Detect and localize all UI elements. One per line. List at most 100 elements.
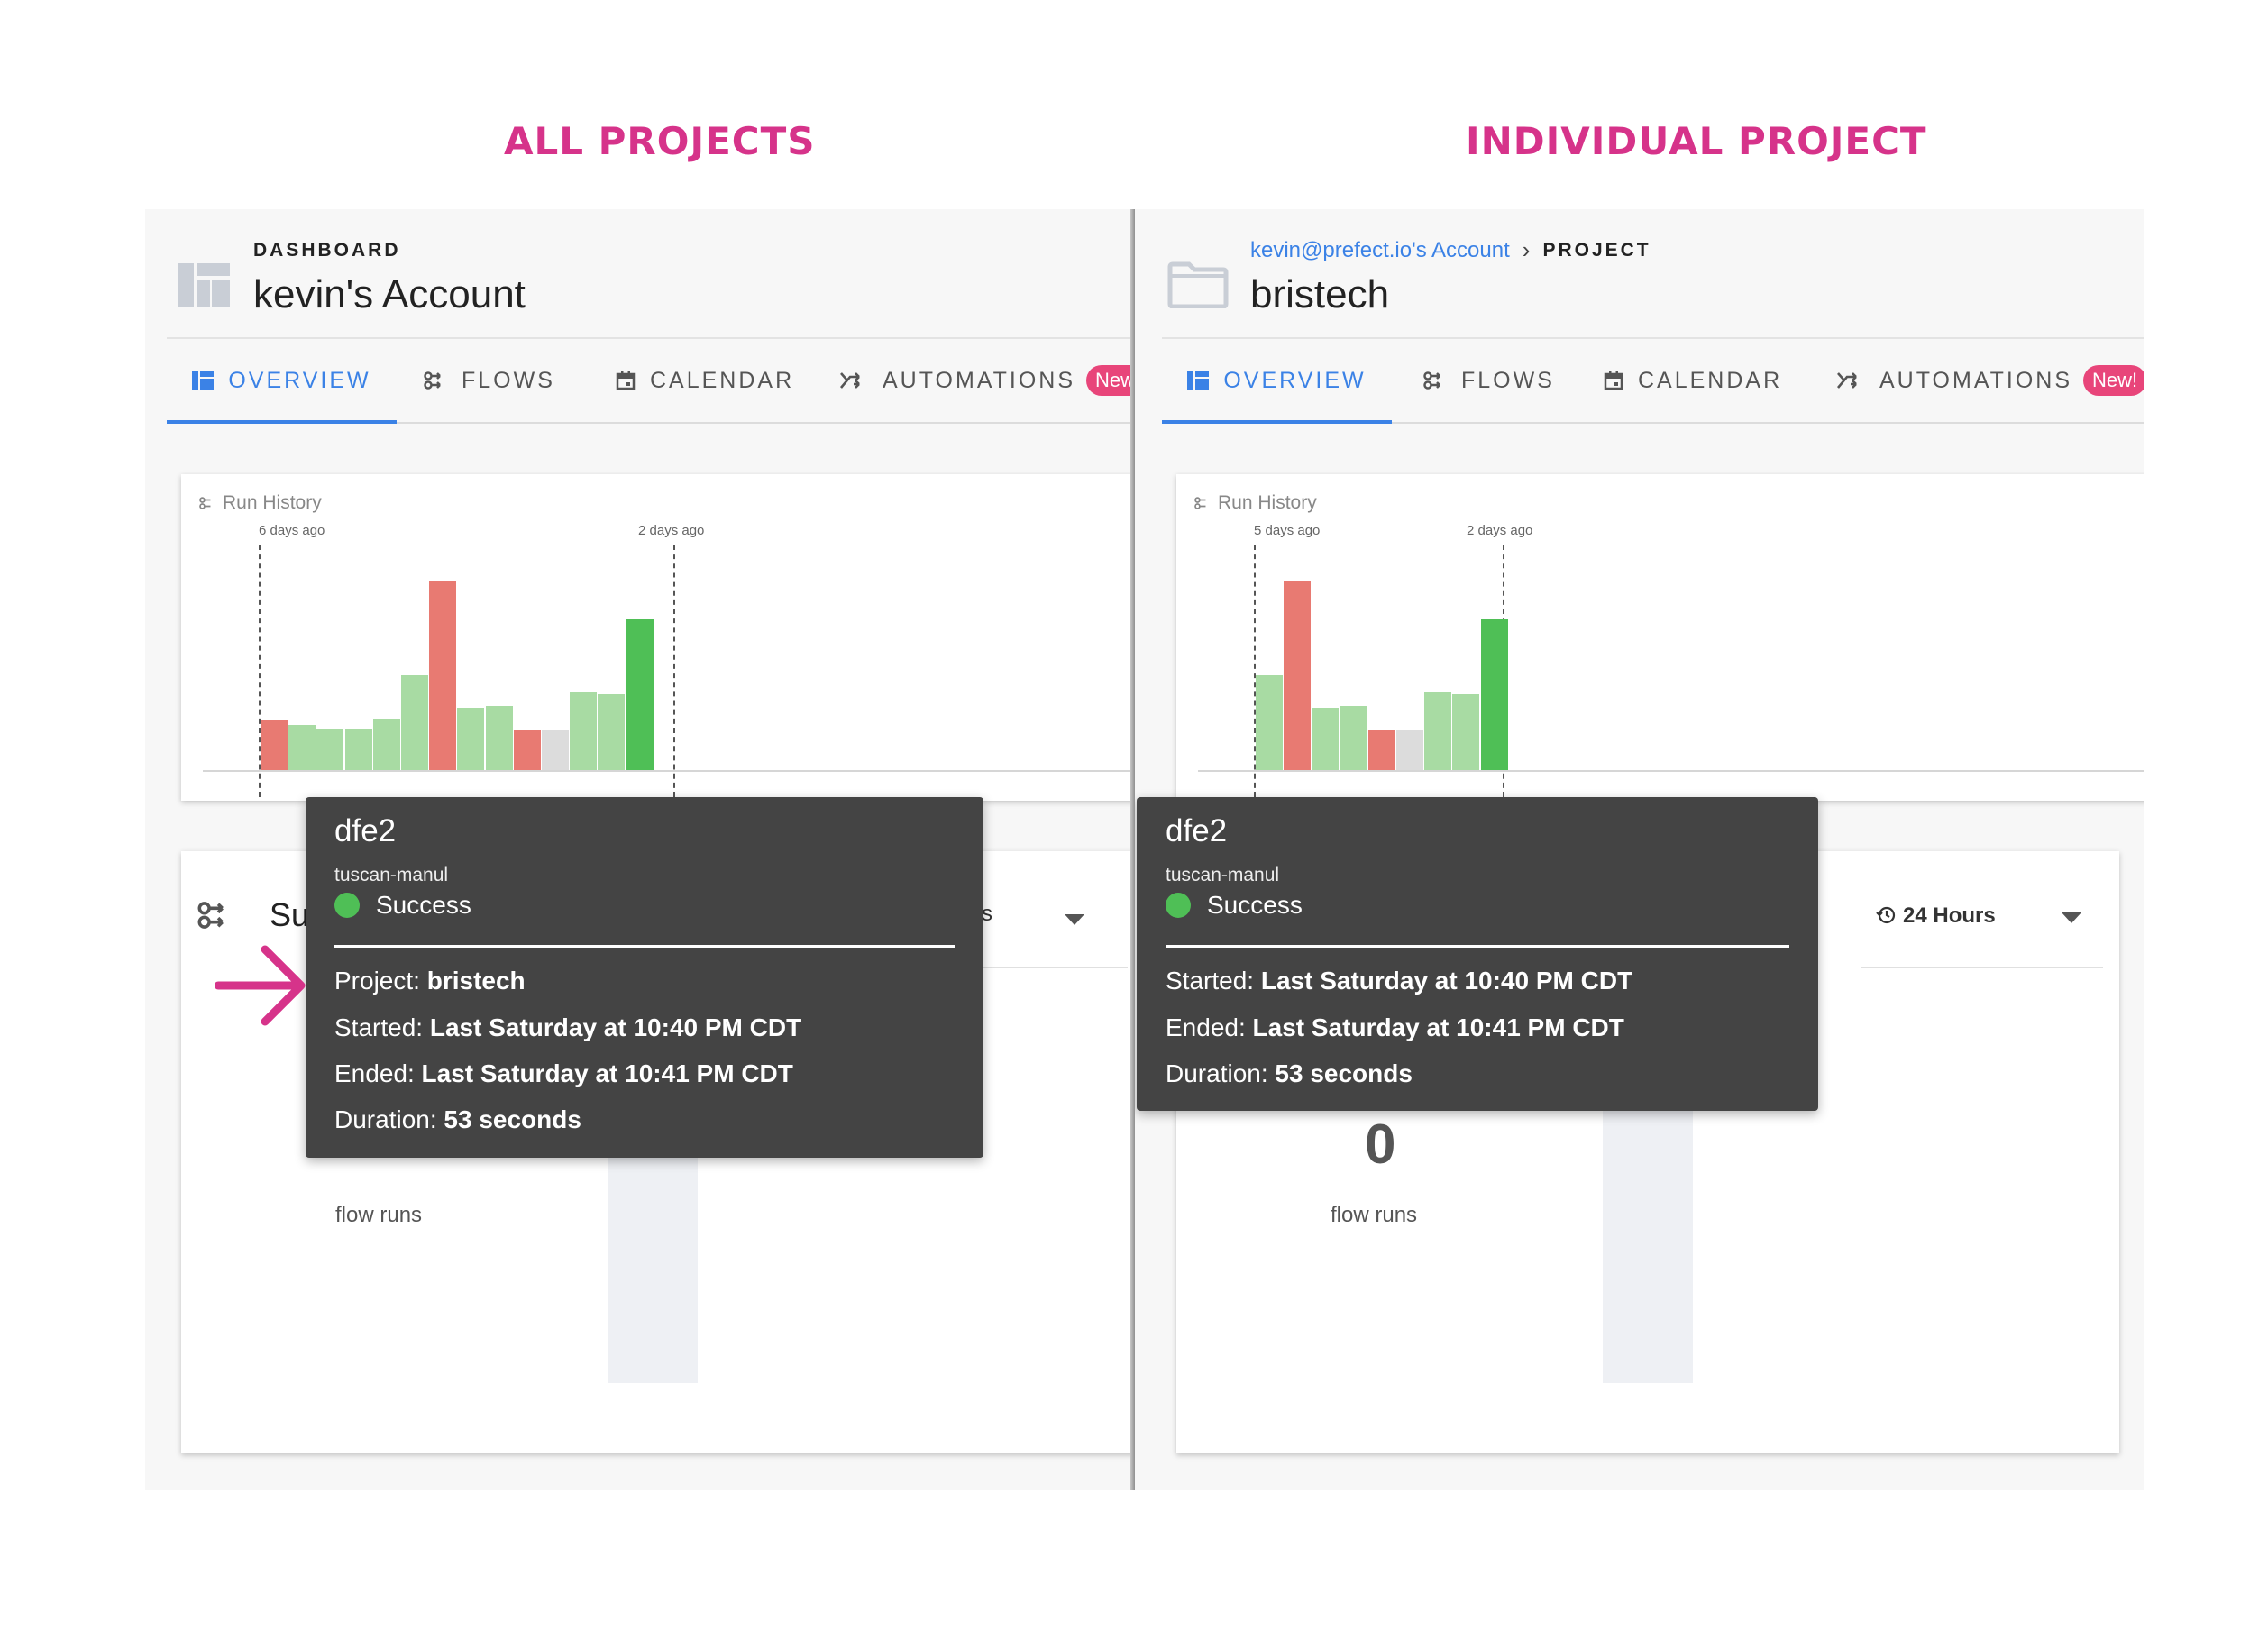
time-select[interactable]: 24 Hours <box>1903 903 1996 928</box>
flows-icon <box>199 497 211 509</box>
tab-automations[interactable]: AUTOMATIONS New! <box>839 339 1135 422</box>
run-history-bar[interactable] <box>1424 692 1452 770</box>
run-history-bar[interactable] <box>1396 730 1423 770</box>
run-history-bar[interactable] <box>485 706 513 770</box>
run-history-bar[interactable] <box>1256 675 1283 770</box>
tab-label: AUTOMATIONS <box>1879 367 2073 393</box>
run-history-card: Run History 6 days ago 2 days ago <box>181 474 1135 801</box>
shuffle-icon <box>1837 372 1857 389</box>
breadcrumb-account-link[interactable]: kevin@prefect.io's Account <box>1250 237 1510 262</box>
success-dot-icon <box>334 893 360 918</box>
tooltip-duration: Duration: 53 seconds <box>1166 1059 1413 1087</box>
run-history-bar[interactable] <box>598 694 626 770</box>
tab-overview[interactable]: OVERVIEW <box>1162 339 1392 424</box>
chart-end-marker <box>673 545 675 797</box>
run-history-bar[interactable] <box>542 730 569 770</box>
run-history-bar[interactable] <box>1312 708 1340 770</box>
tooltip-started: Started: Last Saturday at 10:40 PM CDT <box>1166 967 1633 995</box>
run-history-bar[interactable] <box>570 692 598 770</box>
run-history-bar[interactable] <box>288 725 316 770</box>
run-history-card: Run History 5 days ago 2 days ago <box>1176 474 2144 801</box>
dashboard-icon <box>192 371 215 390</box>
tooltip-flow-name: tuscan-manul <box>334 865 449 885</box>
flow-runs-label: flow runs <box>335 1203 423 1227</box>
new-badge: New! <box>1086 365 1135 396</box>
chart-start-marker <box>259 545 261 797</box>
flow-runs-count: 0 <box>1365 1114 1396 1176</box>
tab-label: CALENDAR <box>1638 367 1783 393</box>
chart-end-label: 2 days ago <box>1467 523 1533 538</box>
tooltip-project: Project: bristech <box>334 967 526 995</box>
all-projects-heading: ALL PROJECTS <box>504 119 816 163</box>
page-title: kevin's Account <box>253 272 526 316</box>
dashboard-icon <box>1187 371 1210 390</box>
tab-label: OVERVIEW <box>228 367 371 393</box>
run-history-bar[interactable] <box>1284 581 1312 770</box>
chart-start-label: 6 days ago <box>259 523 325 538</box>
history-icon <box>1876 906 1896 924</box>
summary-title: Su <box>270 896 310 933</box>
tab-flows[interactable]: FLOWS <box>424 339 555 422</box>
dashboard-icon <box>178 263 230 307</box>
chevron-down-icon[interactable] <box>1065 914 1084 925</box>
tooltip-run-name: dfe2 <box>1166 813 1228 848</box>
breadcrumb: kevin@prefect.io's Account › PROJECT <box>1250 236 1651 264</box>
tooltip-run-name: dfe2 <box>334 813 397 848</box>
run-history-bar[interactable] <box>1452 694 1480 770</box>
tab-automations[interactable]: AUTOMATIONS New! <box>1836 339 2144 422</box>
run-tooltip: dfe2 tuscan-manul Success Started: Last … <box>1137 797 1818 1111</box>
run-history-bar[interactable] <box>372 719 400 770</box>
run-history-bar[interactable] <box>429 581 457 770</box>
calendar-icon <box>616 371 636 390</box>
chevron-right-icon: › <box>1522 236 1531 263</box>
page-overline: DASHBOARD <box>253 240 401 261</box>
chart-baseline <box>1198 770 2144 772</box>
chart-start-label: 5 days ago <box>1254 523 1321 538</box>
tab-label: FLOWS <box>1461 367 1555 393</box>
breadcrumb-current: PROJECT <box>1542 239 1651 261</box>
individual-project-heading: INDIVIDUAL PROJECT <box>1466 119 1927 163</box>
run-history-bar[interactable] <box>316 729 344 770</box>
tab-label: FLOWS <box>462 367 555 393</box>
tooltip-started: Started: Last Saturday at 10:40 PM CDT <box>334 1013 802 1041</box>
shuffle-icon <box>840 372 860 389</box>
run-history-bar[interactable] <box>261 720 288 770</box>
page-title: bristech <box>1250 272 1390 316</box>
run-history-bar[interactable] <box>626 619 654 770</box>
flows-icon <box>197 902 224 929</box>
tooltip-ended: Ended: Last Saturday at 10:41 PM CDT <box>334 1059 793 1087</box>
tab-label: OVERVIEW <box>1223 367 1367 393</box>
tooltip-flow-name: tuscan-manul <box>1166 865 1280 885</box>
run-history-bar[interactable] <box>1340 706 1367 770</box>
tab-flows[interactable]: FLOWS <box>1423 339 1555 422</box>
tooltip-status: Success <box>1166 891 1303 920</box>
run-history-bar[interactable] <box>1480 619 1508 770</box>
tab-overview[interactable]: OVERVIEW <box>167 339 397 424</box>
run-history-bar[interactable] <box>401 675 428 770</box>
success-dot-icon <box>1166 893 1191 918</box>
arrow-right-icon <box>215 945 306 1026</box>
all-projects-panel: DASHBOARD kevin's Account OVERVIEW FLOWS… <box>145 209 1135 1490</box>
run-history-title: Run History <box>1194 492 1317 514</box>
run-history-title: Run History <box>199 492 322 514</box>
flows-icon <box>1194 497 1206 509</box>
flows-icon <box>424 371 441 390</box>
new-badge: New! <box>2083 365 2144 396</box>
tab-bar: OVERVIEW FLOWS CALENDAR AUTOMATIONS New! <box>167 337 1135 424</box>
run-history-bar[interactable] <box>1367 730 1395 770</box>
chart-start-marker <box>1254 545 1256 797</box>
flows-icon <box>1423 371 1440 390</box>
tab-calendar[interactable]: CALENDAR <box>616 339 794 422</box>
run-history-bar[interactable] <box>344 729 372 770</box>
run-history-bar[interactable] <box>457 708 485 770</box>
chevron-down-icon[interactable] <box>2062 912 2081 923</box>
tooltip-status: Success <box>334 891 471 920</box>
tab-label: CALENDAR <box>650 367 795 393</box>
run-tooltip: dfe2 tuscan-manul Success Project: brist… <box>306 797 983 1158</box>
individual-project-panel: kevin@prefect.io's Account › PROJECT bri… <box>1135 209 2144 1490</box>
run-history-bar[interactable] <box>513 730 541 770</box>
flow-runs-label: flow runs <box>1331 1203 1418 1227</box>
folder-icon <box>1167 261 1229 308</box>
tooltip-duration: Duration: 53 seconds <box>334 1105 581 1133</box>
tab-calendar[interactable]: CALENDAR <box>1604 339 1782 422</box>
